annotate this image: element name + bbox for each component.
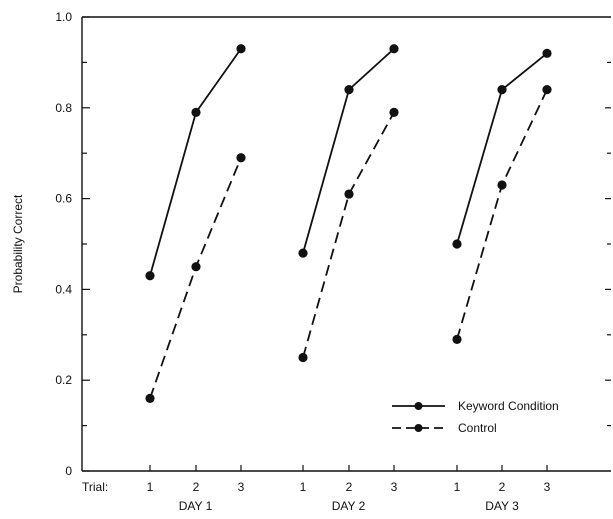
day-group-label: DAY 1 [179,499,213,513]
day-group-label: DAY 2 [332,499,366,513]
y-tick-label: 0.6 [55,192,72,206]
keyword-condition-point [452,239,462,249]
keyword-condition-line [302,48,395,254]
y-axis-label: Probability Correct [11,194,25,293]
control-line [149,157,242,399]
control-point [497,180,507,190]
y-tick-label: 0.4 [55,282,72,296]
legend-marker-keyword-condition [414,402,423,410]
x-tick-label: 1 [300,480,307,494]
control-point [191,262,201,272]
keyword-condition-point [542,48,552,58]
y-tick-label: 1.0 [55,10,72,24]
x-tick-label: 2 [193,480,200,494]
control-point [452,334,462,344]
keyword-condition-line [149,48,242,277]
series-group [145,44,552,403]
legend-label-keyword-condition: Keyword Condition [458,399,559,413]
axes-group: 0 0.2 0.4 0.6 0.8 1.0 Probability Correct Trial… [11,10,611,513]
x-tick-label: 2 [346,480,353,494]
y-tick-label: 0.2 [55,373,72,387]
x-tick-label: 3 [391,480,398,494]
keyword-condition-point [497,85,507,95]
y-tick-label: 0.8 [55,101,72,115]
x-tick-label: 3 [238,480,245,494]
keyword-condition-point [191,107,201,117]
control-point [542,85,552,95]
control-line [302,111,395,358]
x-axis-prefix-label: Trial: [82,480,108,494]
legend-label-control: Control [458,421,497,435]
x-tick-label: 1 [454,480,461,494]
keyword-condition-point [344,85,354,95]
day-group-label: DAY 3 [485,499,519,513]
control-point [145,393,155,403]
control-point [298,352,308,363]
legend-marker-control [414,424,423,432]
control-line [456,89,548,340]
control-point [344,189,354,199]
x-tick-label: 3 [544,480,551,494]
keyword-condition-point [298,248,308,258]
x-tick-label: 1 [147,480,154,494]
legend: Keyword Condition Control [392,399,559,435]
control-point [389,107,399,117]
keyword-condition-point [236,44,246,54]
x-tick-label: 2 [499,480,506,494]
control-point [236,153,246,163]
keyword-condition-point [145,271,155,281]
y-tick-label: 0 [65,464,72,478]
keyword-condition-line [456,52,548,245]
keyword-condition-point [389,44,399,54]
